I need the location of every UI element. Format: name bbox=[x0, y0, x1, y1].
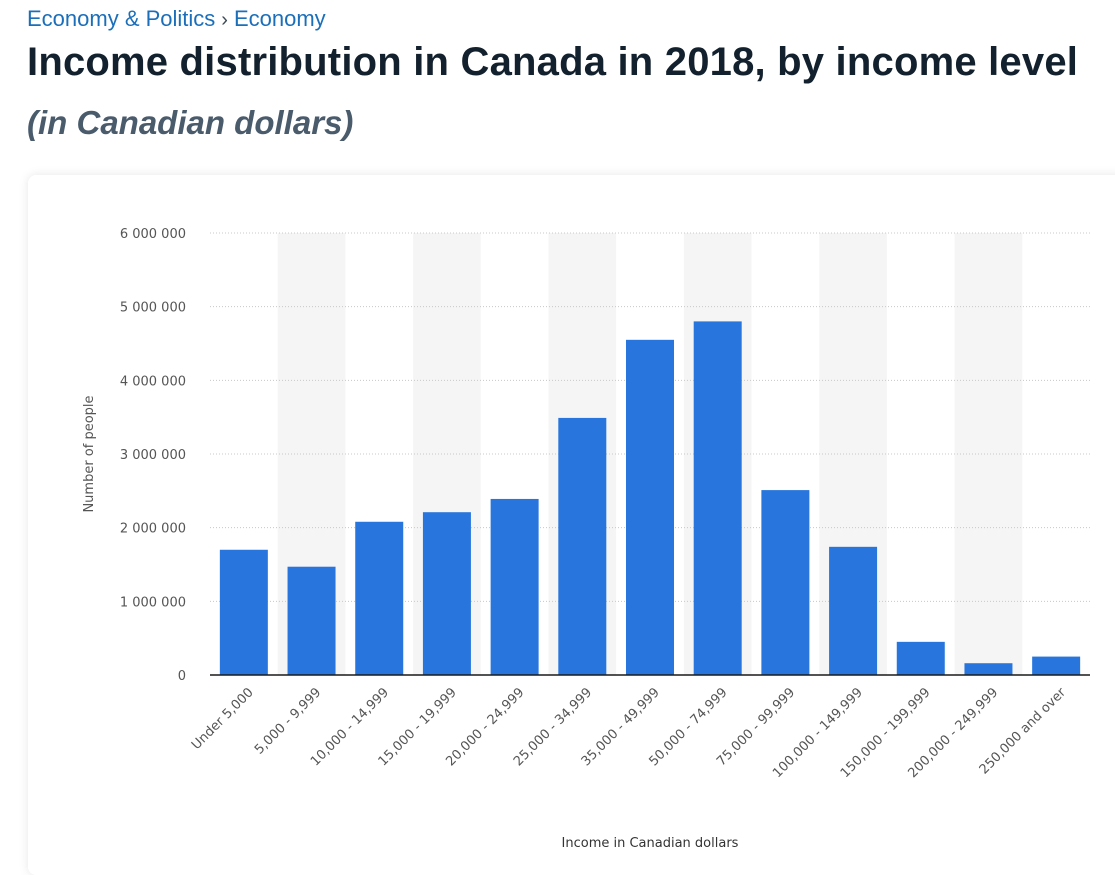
bar[interactable] bbox=[761, 490, 810, 675]
bar[interactable] bbox=[693, 321, 742, 675]
bar[interactable] bbox=[1032, 656, 1081, 675]
bar[interactable] bbox=[964, 663, 1013, 675]
chart-card: 0 1 000 000 2 000 000 3 000 000 4 000 000 5 0… bbox=[28, 175, 1115, 875]
page-title: Income distribution in Canada in 2018, b… bbox=[27, 40, 1079, 84]
bar[interactable] bbox=[558, 417, 607, 675]
bar[interactable] bbox=[287, 566, 336, 675]
bar[interactable] bbox=[219, 549, 268, 675]
y-tick-label: 2 000 000 bbox=[120, 522, 186, 537]
breadcrumb-item-economy-politics[interactable]: Economy & Politics bbox=[27, 6, 216, 31]
page-subtitle: (in Canadian dollars) bbox=[27, 104, 354, 141]
x-tick-label: Under 5,000 bbox=[189, 685, 257, 753]
breadcrumb-separator: › bbox=[221, 9, 228, 31]
bar[interactable] bbox=[626, 339, 674, 675]
bar[interactable] bbox=[829, 546, 878, 675]
x-axis-title: Income in Canadian dollars bbox=[562, 836, 739, 851]
breadcrumb: Economy & Politics › Economy bbox=[27, 6, 326, 32]
y-tick-label: 5 000 000 bbox=[120, 301, 186, 316]
y-tick-label: 4 000 000 bbox=[120, 374, 186, 389]
bar[interactable] bbox=[355, 521, 404, 675]
bar-chart: 0 1 000 000 2 000 000 3 000 000 4 000 000 5 0… bbox=[82, 227, 1090, 851]
y-axis-title: Number of people bbox=[82, 395, 97, 512]
y-tick-label: 3 000 000 bbox=[120, 448, 186, 463]
y-tick-label: 1 000 000 bbox=[120, 595, 186, 610]
breadcrumb-item-economy[interactable]: Economy bbox=[233, 6, 326, 31]
x-tick-label: 5,000 - 9,999 bbox=[252, 685, 324, 757]
bar[interactable] bbox=[422, 512, 471, 675]
y-tick-label: 0 bbox=[178, 669, 186, 684]
bar[interactable] bbox=[896, 641, 945, 675]
column-band bbox=[954, 233, 1023, 675]
bar[interactable] bbox=[490, 498, 539, 675]
y-tick-label: 6 000 000 bbox=[120, 227, 186, 242]
